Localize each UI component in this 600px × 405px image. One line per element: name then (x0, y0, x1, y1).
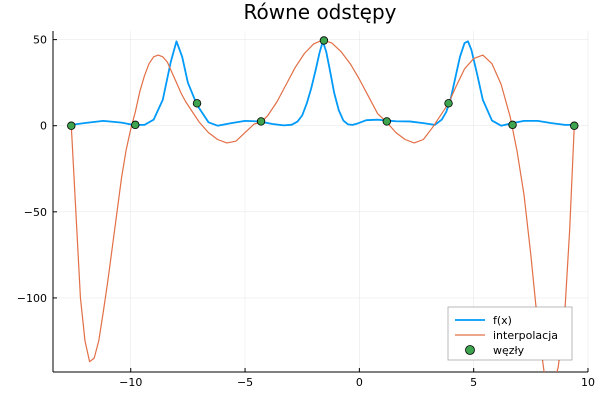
node-point (256, 117, 266, 126)
x-tick-label: 0 (356, 376, 363, 389)
series-line-interpolation (70, 39, 575, 372)
marker-layer (67, 36, 579, 130)
y-tick-label: 0 (40, 120, 47, 133)
node-point (444, 99, 453, 108)
y-tick-label: 50 (33, 34, 47, 47)
x-tick-label: 5 (470, 376, 477, 389)
legend-swatch-marker (465, 345, 475, 355)
series-line-f (71, 40, 575, 127)
x-tick-label: −10 (119, 376, 142, 389)
x-tick-label: −5 (237, 376, 253, 389)
node-point (508, 120, 517, 130)
chart-title: Równe odstępy (244, 0, 397, 24)
node-point (319, 36, 329, 45)
legend: f(x) interpolacja węzły (447, 306, 573, 361)
y-tick-label: −100 (17, 292, 47, 305)
x-tick-label: 10 (581, 376, 595, 389)
node-point (192, 99, 202, 108)
series-layer (70, 39, 575, 372)
node-point (131, 120, 140, 130)
node-point (382, 117, 392, 126)
legend-label: f(x) (493, 314, 512, 327)
node-point (67, 121, 76, 130)
node-point (570, 121, 579, 130)
y-tick-label: −50 (24, 206, 47, 219)
legend-label: interpolacja (493, 329, 558, 342)
legend-label: węzły (493, 344, 525, 357)
